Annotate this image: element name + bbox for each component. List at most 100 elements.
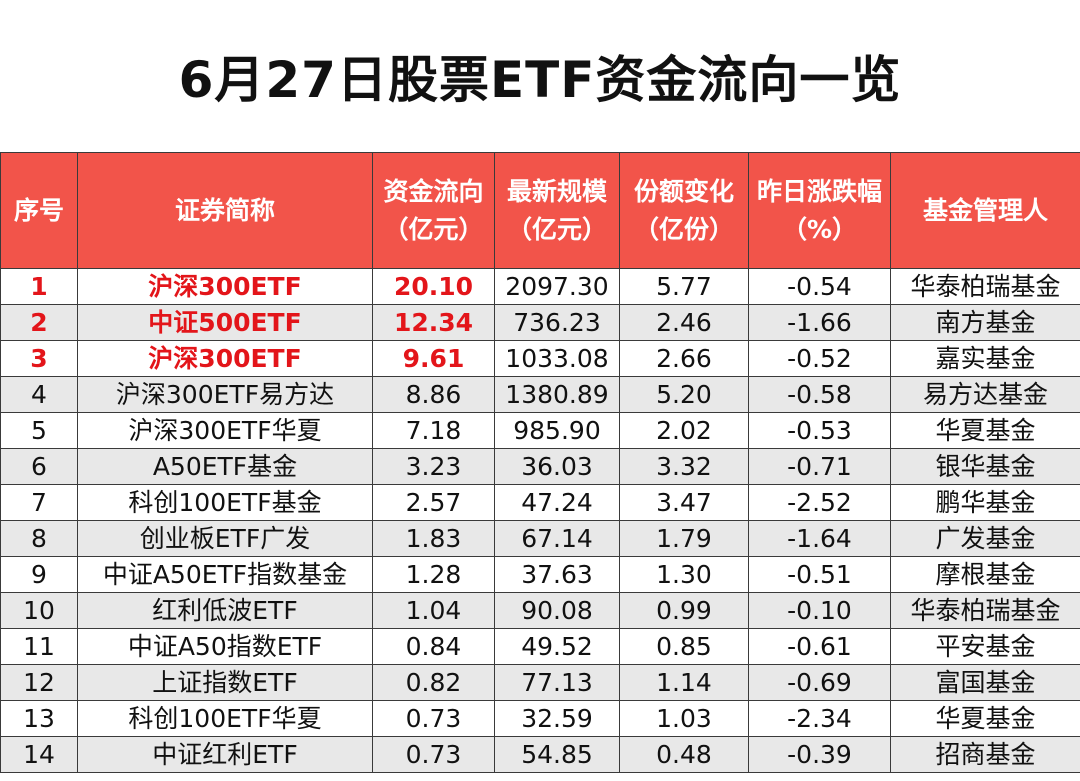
cell-name: 红利低波ETF xyxy=(77,592,373,629)
cell-flow: 1.04 xyxy=(372,592,495,629)
table-row: 13 科创100ETF华夏 0.73 32.59 1.03 -2.34 华夏基金 xyxy=(0,700,1080,737)
cell-flow: 7.18 xyxy=(372,412,495,449)
table-row: 6 A50ETF基金 3.23 36.03 3.32 -0.71 银华基金 xyxy=(0,448,1080,485)
cell-manager: 摩根基金 xyxy=(890,556,1080,593)
cell-change: -1.64 xyxy=(748,520,891,557)
cell-scale: 2097.30 xyxy=(494,268,620,305)
cell-share: 3.47 xyxy=(619,484,749,521)
cell-name: 沪深300ETF xyxy=(77,268,373,305)
cell-no: 3 xyxy=(0,340,78,377)
cell-scale: 47.24 xyxy=(494,484,620,521)
cell-flow: 3.23 xyxy=(372,448,495,485)
cell-scale: 67.14 xyxy=(494,520,620,557)
cell-change: -0.54 xyxy=(748,268,891,305)
table-row: 4 沪深300ETF易方达 8.86 1380.89 5.20 -0.58 易方达基金 xyxy=(0,376,1080,413)
cell-change: -2.34 xyxy=(748,700,891,737)
table-row: 1 沪深300ETF 20.10 2097.30 5.77 -0.54 华泰柏瑞基金 xyxy=(0,268,1080,305)
cell-no: 4 xyxy=(0,376,78,413)
cell-manager: 富国基金 xyxy=(890,664,1080,701)
cell-no: 7 xyxy=(0,484,78,521)
cell-change: -0.71 xyxy=(748,448,891,485)
cell-no: 6 xyxy=(0,448,78,485)
table-row: 10 红利低波ETF 1.04 90.08 0.99 -0.10 华泰柏瑞基金 xyxy=(0,592,1080,629)
cell-share: 2.66 xyxy=(619,340,749,377)
table-row: 3 沪深300ETF 9.61 1033.08 2.66 -0.52 嘉实基金 xyxy=(0,340,1080,377)
cell-change: -0.10 xyxy=(748,592,891,629)
cell-scale: 77.13 xyxy=(494,664,620,701)
cell-share: 5.77 xyxy=(619,268,749,305)
header-scale: 最新规模 （亿元） xyxy=(494,152,620,269)
cell-flow: 12.34 xyxy=(372,304,495,341)
cell-name: 中证500ETF xyxy=(77,304,373,341)
cell-no: 9 xyxy=(0,556,78,593)
cell-flow: 0.84 xyxy=(372,628,495,665)
cell-manager: 招商基金 xyxy=(890,736,1080,773)
cell-name: 中证A50指数ETF xyxy=(77,628,373,665)
cell-share: 1.30 xyxy=(619,556,749,593)
cell-scale: 32.59 xyxy=(494,700,620,737)
etf-flow-table: 序号 证券简称 资金流向 （亿元） 最新规模 （亿元） 份额变化 （亿份） 昨日涨跌幅… xyxy=(0,152,1080,773)
header-row: 序号 证券简称 资金流向 （亿元） 最新规模 （亿元） 份额变化 （亿份） 昨日涨跌幅… xyxy=(0,152,1080,269)
cell-name: 上证指数ETF xyxy=(77,664,373,701)
table-row: 12 上证指数ETF 0.82 77.13 1.14 -0.69 富国基金 xyxy=(0,664,1080,701)
cell-manager: 华泰柏瑞基金 xyxy=(890,268,1080,305)
cell-scale: 985.90 xyxy=(494,412,620,449)
cell-change: -0.51 xyxy=(748,556,891,593)
cell-no: 13 xyxy=(0,700,78,737)
cell-flow: 0.82 xyxy=(372,664,495,701)
table-body: 1 沪深300ETF 20.10 2097.30 5.77 -0.54 华泰柏瑞基金 2 中证5… xyxy=(0,268,1080,773)
cell-change: -0.69 xyxy=(748,664,891,701)
cell-name: 中证A50ETF指数基金 xyxy=(77,556,373,593)
cell-no: 8 xyxy=(0,520,78,557)
table-row: 2 中证500ETF 12.34 736.23 2.46 -1.66 南方基金 xyxy=(0,304,1080,341)
cell-share: 2.02 xyxy=(619,412,749,449)
cell-scale: 37.63 xyxy=(494,556,620,593)
cell-flow: 1.28 xyxy=(372,556,495,593)
cell-manager: 华泰柏瑞基金 xyxy=(890,592,1080,629)
cell-scale: 54.85 xyxy=(494,736,620,773)
cell-manager: 鹏华基金 xyxy=(890,484,1080,521)
cell-no: 10 xyxy=(0,592,78,629)
cell-share: 3.32 xyxy=(619,448,749,485)
cell-share: 1.79 xyxy=(619,520,749,557)
cell-change: -0.53 xyxy=(748,412,891,449)
cell-no: 5 xyxy=(0,412,78,449)
cell-manager: 广发基金 xyxy=(890,520,1080,557)
cell-share: 1.03 xyxy=(619,700,749,737)
cell-name: 沪深300ETF易方达 xyxy=(77,376,373,413)
table-row: 8 创业板ETF广发 1.83 67.14 1.79 -1.64 广发基金 xyxy=(0,520,1080,557)
cell-flow: 9.61 xyxy=(372,340,495,377)
cell-manager: 银华基金 xyxy=(890,448,1080,485)
cell-change: -1.66 xyxy=(748,304,891,341)
cell-change: -0.39 xyxy=(748,736,891,773)
cell-name: 科创100ETF华夏 xyxy=(77,700,373,737)
cell-name: 中证红利ETF xyxy=(77,736,373,773)
cell-share: 5.20 xyxy=(619,376,749,413)
cell-no: 14 xyxy=(0,736,78,773)
cell-no: 12 xyxy=(0,664,78,701)
cell-scale: 736.23 xyxy=(494,304,620,341)
cell-manager: 南方基金 xyxy=(890,304,1080,341)
cell-change: -2.52 xyxy=(748,484,891,521)
cell-name: 创业板ETF广发 xyxy=(77,520,373,557)
cell-change: -0.58 xyxy=(748,376,891,413)
cell-scale: 1033.08 xyxy=(494,340,620,377)
cell-no: 1 xyxy=(0,268,78,305)
cell-scale: 1380.89 xyxy=(494,376,620,413)
cell-name: 沪深300ETF华夏 xyxy=(77,412,373,449)
table-row: 7 科创100ETF基金 2.57 47.24 3.47 -2.52 鹏华基金 xyxy=(0,484,1080,521)
cell-share: 0.85 xyxy=(619,628,749,665)
cell-manager: 嘉实基金 xyxy=(890,340,1080,377)
cell-name: A50ETF基金 xyxy=(77,448,373,485)
cell-flow: 0.73 xyxy=(372,700,495,737)
table-row: 5 沪深300ETF华夏 7.18 985.90 2.02 -0.53 华夏基金 xyxy=(0,412,1080,449)
cell-share: 0.48 xyxy=(619,736,749,773)
cell-name: 沪深300ETF xyxy=(77,340,373,377)
cell-share: 1.14 xyxy=(619,664,749,701)
cell-no: 2 xyxy=(0,304,78,341)
header-share: 份额变化 （亿份） xyxy=(619,152,749,269)
header-change: 昨日涨跌幅 （%） xyxy=(748,152,891,269)
cell-flow: 20.10 xyxy=(372,268,495,305)
cell-flow: 8.86 xyxy=(372,376,495,413)
